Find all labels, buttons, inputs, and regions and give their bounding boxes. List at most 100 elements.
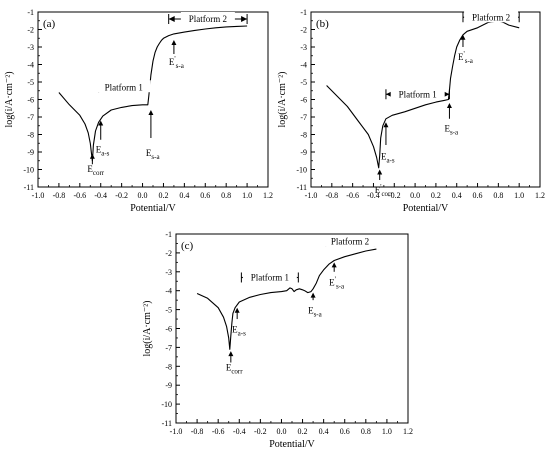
y-tick-label: -6 xyxy=(165,325,172,334)
annotation-sub: a-s xyxy=(238,330,246,338)
x-tick-label: -1.0 xyxy=(170,427,183,436)
x-tick-label: -0.4 xyxy=(94,191,107,200)
y-axis-title: log(i/A·cm⁻²) xyxy=(4,71,15,127)
x-tick-label: 0.8 xyxy=(221,191,231,200)
platform-label-bg xyxy=(323,234,377,247)
panel-label: (a) xyxy=(43,18,56,30)
polarization-curve xyxy=(196,248,377,350)
platform-marker: Platform 2 xyxy=(323,234,377,247)
y-tick-label: -7 xyxy=(300,113,307,122)
annotation-arrowhead xyxy=(228,351,234,357)
chart-panel-c: -1.0 -0.8 -0.6 -0.4 -0.2 0.0 0.2 0.4 0.6 0.8 1.0 1.… xyxy=(142,230,413,450)
annotation-main: E xyxy=(146,148,152,158)
platform-marker: Platform 2 xyxy=(462,10,520,23)
y-tick-label: -1 xyxy=(300,8,307,17)
annotation-label: E's-a xyxy=(458,50,474,65)
x-tick-label: 0.4 xyxy=(452,191,462,200)
x-tick-label: -0.8 xyxy=(191,427,204,436)
x-tick-label: 0.2 xyxy=(158,191,168,200)
annotation-sub: s-a xyxy=(151,153,160,161)
annotation-label: Ea-s xyxy=(96,145,110,158)
y-tick-label: -4 xyxy=(27,61,34,70)
potential-annotation: Ea-s xyxy=(96,120,110,158)
annotation-arrowhead xyxy=(89,153,95,159)
x-tick-label: -0.6 xyxy=(73,191,86,200)
x-tick-label: -0.4 xyxy=(233,427,246,436)
annotation-label: Ea-s xyxy=(381,152,395,165)
annotation-arrowhead xyxy=(446,103,452,108)
x-tick-label: 0.6 xyxy=(340,427,350,436)
platform-label-bg xyxy=(390,87,445,100)
annotation-arrowhead xyxy=(377,169,383,175)
y-tick-label: -8 xyxy=(300,131,307,140)
annotation-sub: a-s xyxy=(101,150,109,158)
y-tick-label: -8 xyxy=(165,362,172,371)
y-tick-label: -1 xyxy=(27,8,34,17)
annotation-main: E xyxy=(329,277,335,287)
annotation-main: E xyxy=(87,164,93,174)
potential-annotation: E's-a xyxy=(458,34,474,65)
annotation-sub: corr xyxy=(93,169,105,177)
x-tick-label: 1.0 xyxy=(382,427,392,436)
y-tick-label: -7 xyxy=(27,113,34,122)
potential-annotation: Es-a xyxy=(308,292,323,319)
annotation-label: E's-a xyxy=(169,55,185,70)
y-tick-label: -11 xyxy=(24,183,34,192)
chart-panel-a: -1.0 -0.8 -0.6 -0.4 -0.2 0.0 0.2 0.4 0.6 0.8 1.0 1.… xyxy=(4,8,273,214)
x-tick-label: 1.2 xyxy=(535,191,545,200)
x-tick-label: 0.0 xyxy=(410,191,420,200)
annotation-arrowhead xyxy=(383,122,389,128)
potential-annotation: Es-a xyxy=(444,103,459,137)
y-tick-label: -5 xyxy=(165,306,172,315)
annotation-main: E xyxy=(444,124,450,134)
y-tick-label: -8 xyxy=(27,131,34,140)
annotation-label: E'corr xyxy=(375,183,394,198)
y-tick-label: -7 xyxy=(165,343,172,352)
x-tick-label: 0.4 xyxy=(179,191,189,200)
annotation-arrowhead xyxy=(148,110,154,115)
potential-annotation: Ea-s xyxy=(381,122,395,165)
annotation-sup: ' xyxy=(174,55,175,63)
annotation-sub: s-a xyxy=(336,282,345,290)
y-tick-label: -1 xyxy=(165,230,172,239)
platform-label-bg xyxy=(96,80,151,93)
y-axis-title: log(i/A·cm⁻²) xyxy=(277,71,288,127)
polarization-curve xyxy=(326,20,520,169)
platform-arrowhead xyxy=(385,91,392,98)
platform-label: Platform 1 xyxy=(399,89,437,99)
potential-annotation: Ecorr xyxy=(87,153,105,177)
annotation-label: Es-a xyxy=(308,306,323,319)
y-tick-label: -5 xyxy=(300,78,307,87)
annotation-main: E xyxy=(375,185,381,195)
x-tick-label: 1.2 xyxy=(403,427,413,436)
platform-label: Platform 1 xyxy=(105,82,143,92)
annotation-sub: corr xyxy=(381,190,393,198)
x-tick-label: -0.4 xyxy=(367,191,380,200)
y-tick-label: -10 xyxy=(161,400,172,409)
y-tick-label: -6 xyxy=(300,96,307,105)
x-tick-label: 0.8 xyxy=(493,191,503,200)
potential-annotation: E's-a xyxy=(329,262,345,290)
x-axis-title: Potential/V xyxy=(269,439,315,450)
x-axis-title: Potential/V xyxy=(403,203,449,214)
y-tick-label: -4 xyxy=(165,287,172,296)
x-tick-label: -0.8 xyxy=(53,191,66,200)
y-tick-label: -10 xyxy=(296,166,307,175)
chart-panel-b: -1.0 -0.8 -0.6 -0.4 -0.2 0.0 0.2 0.4 0.6 0.8 1.0 1.… xyxy=(277,8,545,214)
annotation-sub: s-a xyxy=(450,129,459,137)
y-tick-label: -11 xyxy=(297,183,307,192)
annotation-main: E xyxy=(169,57,175,67)
platform-marker: Platform 2 xyxy=(168,12,248,24)
x-tick-label: -1.0 xyxy=(32,191,45,200)
annotation-sub: s-a xyxy=(465,57,474,65)
y-tick-label: -3 xyxy=(27,43,34,52)
y-tick-label: -9 xyxy=(27,148,34,157)
x-tick-label: -0.2 xyxy=(254,427,267,436)
annotation-arrowhead xyxy=(331,262,337,268)
x-tick-label: -0.2 xyxy=(115,191,128,200)
potential-annotation: Ea-s xyxy=(232,307,246,338)
x-tick-label: 0.2 xyxy=(298,427,308,436)
annotation-sub: s-a xyxy=(314,311,323,319)
annotation-arrowhead xyxy=(171,40,177,45)
